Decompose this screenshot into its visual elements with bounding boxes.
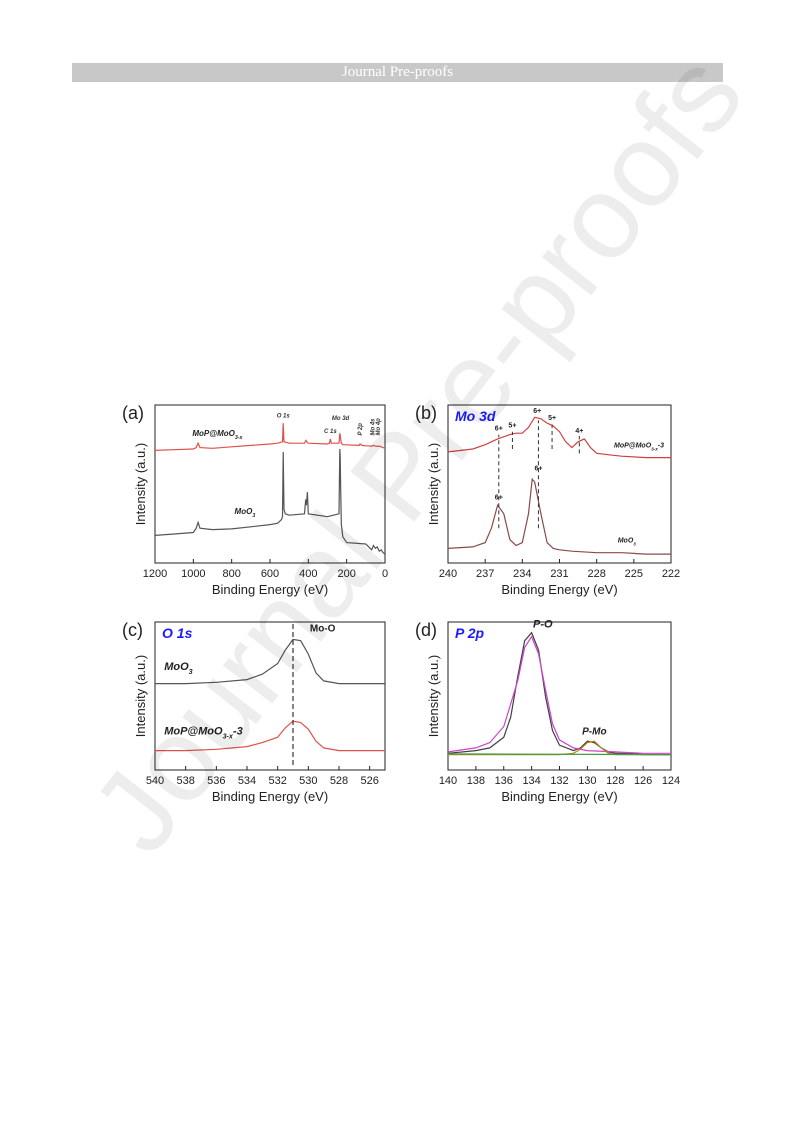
x-tick-label: 526 xyxy=(360,775,378,787)
series-line xyxy=(447,416,671,459)
series-line xyxy=(447,635,671,754)
y-axis-label: Intensity (a.u.) xyxy=(426,655,441,737)
x-tick-label: 532 xyxy=(268,775,286,787)
x-tick-label: 138 xyxy=(467,775,485,787)
x-tick-label: 538 xyxy=(176,775,194,787)
x-tick-label: 228 xyxy=(587,568,605,580)
x-tick-label: 234 xyxy=(513,568,531,580)
x-tick-label: 600 xyxy=(261,568,279,580)
x-tick-label: 134 xyxy=(522,775,540,787)
y-axis-label: Intensity (a.u.) xyxy=(426,443,441,525)
panel-title: Mo 3d xyxy=(455,408,496,424)
valence-annotation: 4+ xyxy=(575,428,583,435)
panel-label: (b) xyxy=(415,403,437,423)
x-tick-label: 126 xyxy=(634,775,652,787)
series-line xyxy=(447,753,672,756)
x-tick-label: 130 xyxy=(578,775,596,787)
valence-annotation: 5+ xyxy=(548,415,556,422)
series-label: MoP@MoO3-x-3 xyxy=(164,726,243,741)
series-line xyxy=(155,720,385,752)
x-tick-label: 400 xyxy=(299,568,317,580)
series-label: MoO3 xyxy=(618,538,637,547)
x-tick-label: 534 xyxy=(238,775,256,787)
x-tick-label: 1200 xyxy=(143,568,167,580)
x-tick-label: 140 xyxy=(439,775,457,787)
peak-annotation: Mo 3d xyxy=(332,416,350,422)
x-axis-label: Binding Energy (eV) xyxy=(501,789,617,804)
valence-annotation: 6+ xyxy=(533,408,541,415)
x-tick-label: 530 xyxy=(299,775,317,787)
x-tick-label: 237 xyxy=(476,568,494,580)
x-tick-label: 800 xyxy=(222,568,240,580)
series-line xyxy=(154,423,386,451)
x-axis-label: Binding Energy (eV) xyxy=(212,582,328,597)
y-axis-label: Intensity (a.u.) xyxy=(133,655,148,737)
journal-header-title: Journal Pre-proofs xyxy=(341,64,454,80)
xps-figure: (a) 1200 1000 800 600 400 200 0 Binding Energy (… xyxy=(115,395,685,825)
x-tick-label: 1000 xyxy=(181,568,205,580)
peak-annotation: O 1s xyxy=(277,413,291,419)
plot-frame-2 xyxy=(154,621,386,771)
peak-annotation: P 2p xyxy=(358,423,364,436)
x-tick-label: 240 xyxy=(439,568,457,580)
journal-header-bar: Journal Pre-proofs xyxy=(72,63,723,82)
panel-label: (d) xyxy=(415,620,437,640)
x-tick-label: 225 xyxy=(625,568,643,580)
series-label: MoO3 xyxy=(164,661,192,676)
xps-figure-svg: (a) 1200 1000 800 600 400 200 0 Binding Energy (… xyxy=(122,403,680,804)
x-tick-label: 124 xyxy=(662,775,680,787)
x-tick-label: 231 xyxy=(550,568,568,580)
panel-title: O 1s xyxy=(162,625,193,641)
x-axis-label: Binding Energy (eV) xyxy=(501,582,617,597)
series-line xyxy=(447,477,671,555)
x-tick-label: 128 xyxy=(606,775,624,787)
series-line xyxy=(154,448,386,555)
peak-annotation: P-O xyxy=(533,618,553,630)
peak-annotation: Mo 4s xyxy=(371,418,377,436)
series-label: MoP@MoO3-x-3 xyxy=(614,443,664,452)
x-tick-label: 536 xyxy=(207,775,225,787)
series-label: MoP@MoO3-x xyxy=(192,429,243,441)
x-tick-label: 528 xyxy=(330,775,348,787)
x-tick-label: 200 xyxy=(337,568,355,580)
x-tick-label: 136 xyxy=(495,775,513,787)
x-axis-label: Binding Energy (eV) xyxy=(212,789,328,804)
plot-frame-3 xyxy=(447,621,672,771)
y-axis-label: Intensity (a.u.) xyxy=(133,443,148,525)
x-tick-label: 0 xyxy=(382,568,388,580)
peak-annotation: P-Mo xyxy=(582,727,606,738)
panel-label: (c) xyxy=(122,620,143,640)
x-tick-label: 132 xyxy=(550,775,568,787)
plot-frame-0 xyxy=(154,404,386,564)
x-tick-label: 222 xyxy=(662,568,680,580)
series-line xyxy=(155,638,385,685)
peak-annotation: Mo 4p xyxy=(376,418,382,436)
peak-annotation: C 1s xyxy=(324,429,337,435)
valence-annotation: 6+ xyxy=(495,425,503,432)
panel-label: (a) xyxy=(122,403,144,423)
x-tick-label: 540 xyxy=(146,775,164,787)
panel-title: P 2p xyxy=(455,625,484,641)
valence-annotation: 5+ xyxy=(508,422,516,429)
series-line xyxy=(447,631,671,756)
series-label: MoO3 xyxy=(235,507,256,519)
plot-frame-1 xyxy=(447,404,672,564)
peak-annotation: Mo-O xyxy=(310,623,336,634)
